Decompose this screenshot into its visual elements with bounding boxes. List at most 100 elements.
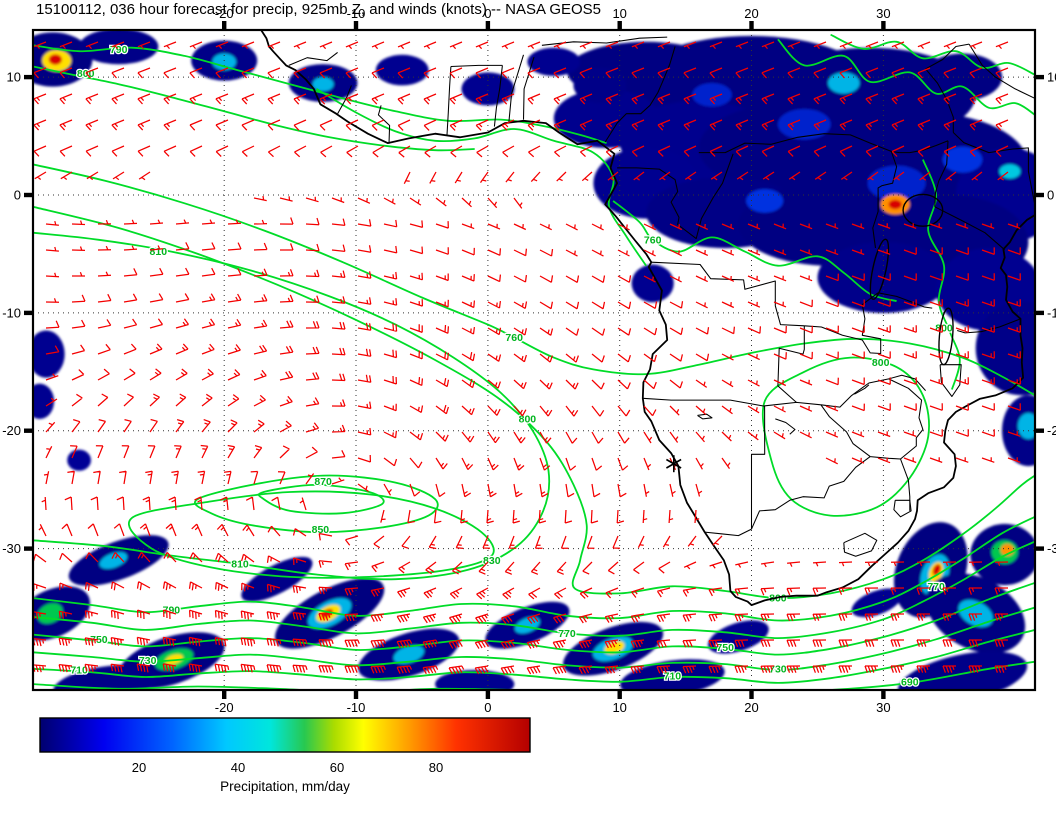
y-tick-label-left: -10 [2,305,21,320]
contour-label: 710 [70,665,88,677]
contour-label: 870 [314,476,332,488]
border-path [337,85,352,114]
precip-layer [33,30,1035,690]
x-tick-label-bottom: 10 [612,700,626,715]
colorbar-tick-label: 40 [231,760,245,775]
contour-label: 790 [110,44,128,56]
contour-label: 710 [664,670,682,682]
border-path [446,66,452,135]
border-path [698,133,892,154]
border-path [617,153,734,240]
height-contour [33,660,1035,690]
border-path [854,384,870,395]
border-path [820,404,871,458]
height-contour [194,474,439,534]
border-path [934,206,1006,251]
x-tick-label-top: 0 [484,6,491,21]
border-path [893,499,912,518]
border-path [870,456,901,460]
y-tick-label-right: -10 [1047,305,1056,320]
x-tick-label-top: 30 [876,6,890,21]
lake-outline [902,193,944,227]
contour-label: 760 [644,234,662,246]
contour-label: 690 [901,676,919,688]
wind-barbs-path [33,41,1021,675]
x-tick-label-bottom: 20 [744,700,758,715]
border-path [777,325,805,403]
colorbar-gradient [39,717,531,753]
border-path [522,56,535,120]
contour-label: 770 [558,628,576,640]
y-tick-label-left: -20 [2,423,21,438]
height-contour [33,65,475,152]
border-path [939,364,962,398]
height-contour [33,163,1035,397]
border-path [843,532,878,557]
height-contour [257,483,385,515]
border-path [642,397,821,407]
contour-label: 830 [483,555,501,567]
country-borders-layer [288,36,1035,557]
height-contour [33,581,1035,656]
x-tick-label-top: 20 [744,6,758,21]
border-path [891,140,949,154]
height-contour [777,38,1035,116]
x-tick-label-top: -20 [215,6,234,21]
border-path [888,374,926,391]
location-marker [665,455,682,473]
height-contour [33,231,551,581]
lakes-layer [869,193,954,366]
coastline-path [260,30,1035,606]
figure-title: 15100112, 036 hour forecast for precip, … [36,1,602,18]
plot-frame: -20 -20 -10 -10 0 0 10 10 20 20 30 30 10 10 0 0 -10 -10 -2… [2,6,1056,715]
contour-label: 810 [150,246,168,258]
height-contour [830,33,1035,76]
border-path [872,151,898,249]
border-path [508,54,525,122]
wind-barbs-layer [33,41,1021,675]
height-contour [33,606,1035,671]
border-path [450,64,503,68]
border-path [704,528,752,537]
border-path [888,378,924,460]
height-contour [612,200,897,302]
border-path [651,261,805,327]
height-contour [33,515,1035,622]
contour-label: 800 [769,593,787,605]
height-contour [33,205,1035,600]
y-tick-label-right: 0 [1047,188,1054,203]
lake-outline [869,238,890,300]
border-path [804,292,882,355]
colorbar: 20 40 60 80 Precipitation, mm/day [39,717,531,794]
x-tick-label-top: 10 [612,6,626,21]
x-tick-label-bottom: 30 [876,700,890,715]
x-tick-label-bottom: 0 [484,700,491,715]
contour-label: 810 [231,558,249,570]
height-contour [33,44,607,144]
contour-label: 800 [872,357,890,369]
border-path [750,405,766,530]
y-tick-label-right: -20 [1047,423,1056,438]
x-tick-label-top: -10 [347,6,366,21]
y-tick-label-left: 10 [7,70,21,85]
border-path [925,68,954,133]
contour-label-layer: 7908007608008008108108308508707907707707… [69,43,954,690]
height-contour [761,356,930,517]
height-contour [128,490,495,579]
border-path [288,51,338,66]
x-tick-label-bottom: -20 [215,700,234,715]
y-tick-label-right: -30 [1047,541,1056,556]
contour-label: 850 [312,524,330,536]
contour-label: 750 [90,634,108,646]
x-tick-label-bottom: -10 [347,700,366,715]
contour-label: 760 [505,332,523,344]
border-path [957,318,1021,334]
colorbar-tick-label: 80 [429,760,443,775]
border-path [820,378,889,408]
lake-outline [938,307,954,366]
colorbar-tick-label: 20 [132,760,146,775]
colorbar-caption: Precipitation, mm/day [220,779,350,794]
border-path [604,46,676,143]
